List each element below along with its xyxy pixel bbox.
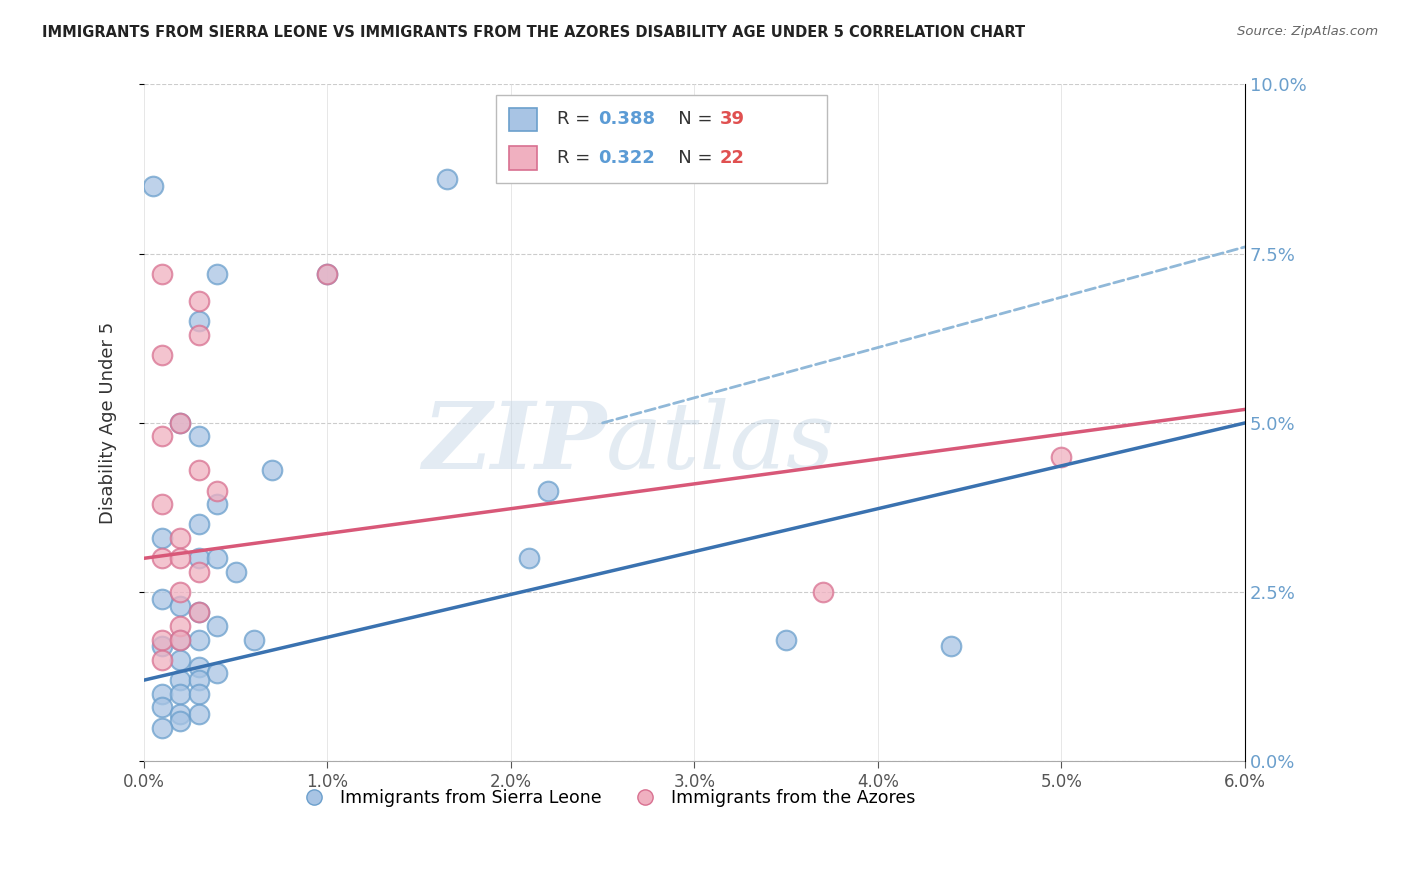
Point	[169, 619, 191, 633]
Text: 0.388: 0.388	[599, 111, 655, 128]
Point	[169, 673, 191, 688]
Point	[205, 483, 228, 498]
Text: N =: N =	[661, 111, 718, 128]
Point	[187, 606, 209, 620]
Text: N =: N =	[661, 149, 718, 167]
Point	[243, 632, 266, 647]
Point	[811, 585, 834, 599]
Text: ZIP: ZIP	[422, 398, 606, 488]
Text: IMMIGRANTS FROM SIERRA LEONE VS IMMIGRANTS FROM THE AZORES DISABILITY AGE UNDER : IMMIGRANTS FROM SIERRA LEONE VS IMMIGRAN…	[42, 25, 1025, 40]
Point	[187, 327, 209, 342]
FancyBboxPatch shape	[496, 95, 827, 183]
Point	[169, 714, 191, 728]
Point	[150, 640, 173, 654]
Point	[169, 585, 191, 599]
Point	[169, 551, 191, 566]
Point	[169, 599, 191, 613]
Point	[316, 267, 339, 281]
Point	[150, 700, 173, 714]
Text: Source: ZipAtlas.com: Source: ZipAtlas.com	[1237, 25, 1378, 38]
Point	[262, 463, 284, 477]
Point	[142, 179, 165, 194]
Point	[205, 619, 228, 633]
Point	[1050, 450, 1073, 464]
Point	[187, 673, 209, 688]
Point	[150, 551, 173, 566]
Point	[205, 267, 228, 281]
Text: 39: 39	[720, 111, 745, 128]
Bar	[509, 146, 537, 170]
Point	[187, 659, 209, 673]
Point	[187, 687, 209, 701]
Point	[150, 429, 173, 443]
Point	[150, 687, 173, 701]
Point	[187, 429, 209, 443]
Point	[150, 531, 173, 545]
Point	[187, 517, 209, 532]
Point	[187, 294, 209, 309]
Point	[150, 348, 173, 362]
Y-axis label: Disability Age Under 5: Disability Age Under 5	[100, 322, 117, 524]
Point	[169, 687, 191, 701]
Point	[150, 721, 173, 735]
Point	[169, 653, 191, 667]
Point	[150, 267, 173, 281]
Point	[169, 632, 191, 647]
Text: R =: R =	[557, 111, 596, 128]
Text: 0.322: 0.322	[599, 149, 655, 167]
Point	[187, 314, 209, 328]
Point	[169, 706, 191, 721]
Point	[205, 666, 228, 681]
Point	[205, 551, 228, 566]
Point	[150, 591, 173, 606]
Point	[205, 497, 228, 511]
Bar	[509, 108, 537, 131]
Point	[169, 416, 191, 430]
Text: 22: 22	[720, 149, 745, 167]
Point	[436, 172, 458, 186]
Point	[187, 632, 209, 647]
Point	[187, 606, 209, 620]
Point	[169, 531, 191, 545]
Point	[187, 551, 209, 566]
Point	[169, 416, 191, 430]
Point	[150, 653, 173, 667]
Legend: Immigrants from Sierra Leone, Immigrants from the Azores: Immigrants from Sierra Leone, Immigrants…	[290, 781, 922, 814]
Text: R =: R =	[557, 149, 596, 167]
Point	[517, 551, 540, 566]
Point	[316, 267, 339, 281]
Point	[941, 640, 963, 654]
Point	[150, 632, 173, 647]
Point	[225, 565, 247, 579]
Point	[169, 632, 191, 647]
Point	[775, 632, 797, 647]
Point	[187, 706, 209, 721]
Point	[187, 565, 209, 579]
Point	[187, 463, 209, 477]
Point	[150, 497, 173, 511]
Text: atlas: atlas	[606, 398, 835, 488]
Point	[536, 483, 558, 498]
